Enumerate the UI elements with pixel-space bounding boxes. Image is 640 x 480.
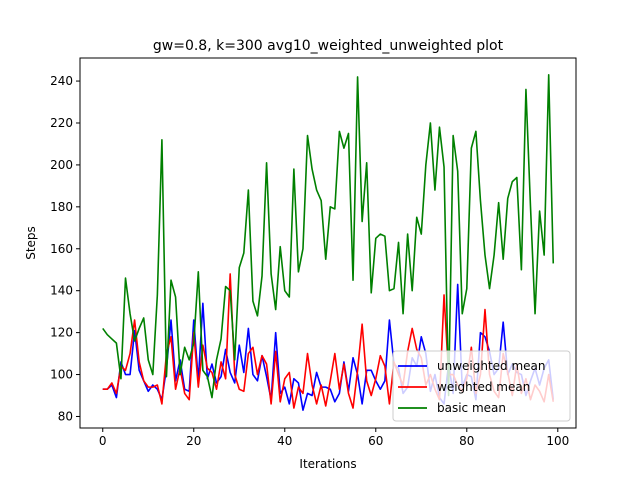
x-axis: 0 20 40 60 80 100 bbox=[99, 428, 569, 448]
x-tick-label: 0 bbox=[99, 434, 107, 448]
x-tick-label: 80 bbox=[459, 434, 474, 448]
legend: unweighted mean weighted mean basic mean bbox=[392, 350, 571, 422]
chart-title: gw=0.8, k=300 avg10_weighted_unweighted … bbox=[153, 38, 504, 54]
legend-label-2: weighted mean bbox=[437, 380, 530, 394]
legend-label-3: basic mean bbox=[437, 401, 506, 415]
legend-label-1: unweighted mean bbox=[437, 359, 546, 373]
axes-frame bbox=[79, 57, 577, 429]
y-tick-label: 220 bbox=[50, 116, 73, 130]
y-tick-label: 120 bbox=[50, 326, 73, 340]
y-tick-label: 200 bbox=[50, 158, 73, 172]
y-axis: 80 100 120 140 160 180 200 220 240 bbox=[50, 74, 80, 423]
y-tick-label: 140 bbox=[50, 284, 73, 298]
x-tick-label: 40 bbox=[277, 434, 292, 448]
series-line-3 bbox=[102, 73, 555, 399]
legend-box bbox=[392, 350, 571, 422]
y-tick-label: 180 bbox=[50, 200, 73, 214]
x-axis-label: Iterations bbox=[299, 457, 356, 471]
y-tick-label: 240 bbox=[50, 74, 73, 88]
y-tick-label: 100 bbox=[50, 368, 73, 382]
x-tick-label: 100 bbox=[546, 434, 569, 448]
y-tick-label: 80 bbox=[58, 409, 73, 423]
y-axis-label: Steps bbox=[24, 226, 38, 260]
x-tick-label: 20 bbox=[186, 434, 201, 448]
x-tick-label: 60 bbox=[368, 434, 383, 448]
y-tick-label: 160 bbox=[50, 242, 73, 256]
